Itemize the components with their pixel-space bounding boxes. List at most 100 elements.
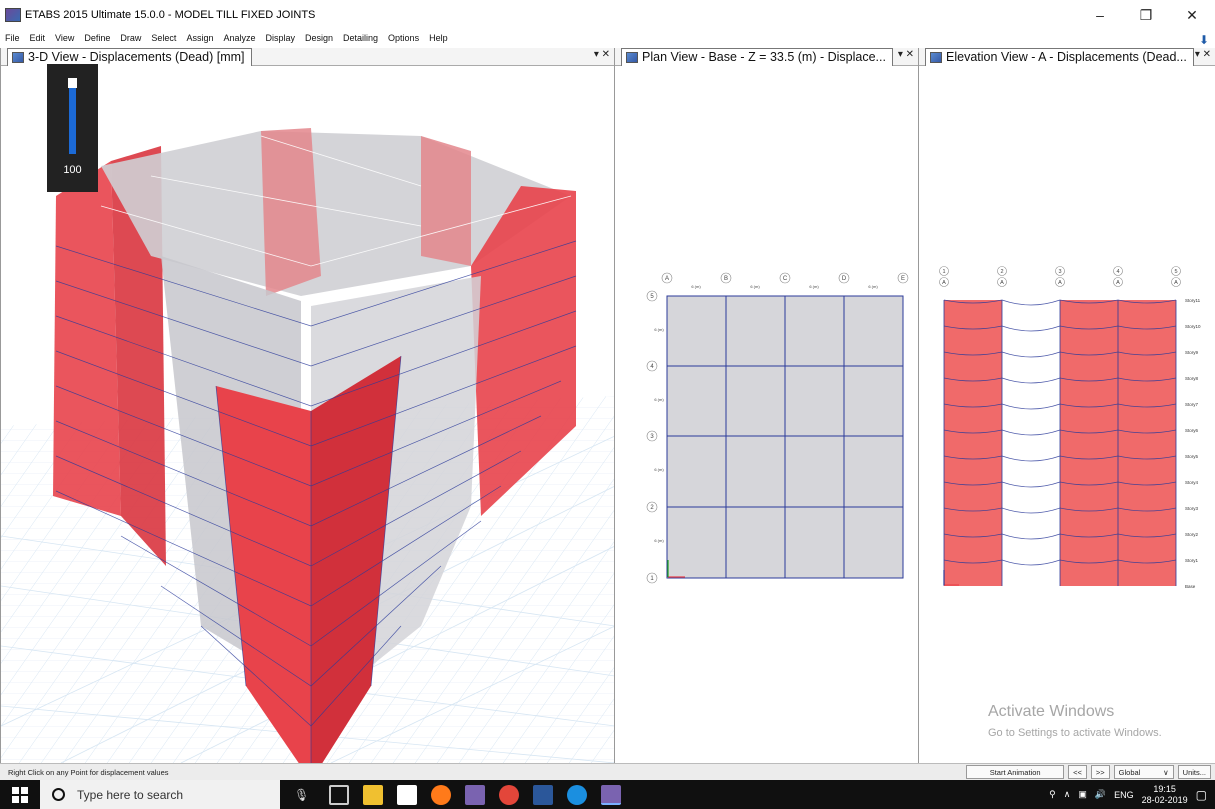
menu-select[interactable]: Select xyxy=(151,33,177,43)
story-label-10: Story10 xyxy=(1185,324,1201,329)
word-icon[interactable] xyxy=(533,784,554,805)
elev-bubble-top-2: 2 xyxy=(1000,269,1003,275)
download-icon[interactable]: ⬇ xyxy=(1198,33,1209,47)
people-icon[interactable]: ⚲ xyxy=(1049,789,1056,799)
plan-col-bubble-b: B xyxy=(724,276,728,282)
system-tray: ⚲ ∧ ▣ 🔊 ENG 19:15 28-02-2019 ▢ xyxy=(1049,780,1215,809)
elev-bubble-bottom-4: A xyxy=(1116,280,1120,286)
close-button[interactable]: ✕ xyxy=(1186,6,1198,23)
start-button[interactable] xyxy=(0,780,40,809)
panel-elevation-view[interactable]: Elevation View - A - Displacements (Dead… xyxy=(918,47,1215,763)
title-bar: ETABS 2015 Ultimate 15.0.0 - MODEL TILL … xyxy=(0,0,1215,30)
plan-row-bubble-3: 3 xyxy=(650,434,654,440)
panel-plan-close-button[interactable]: ▾ ✕ xyxy=(897,49,914,60)
status-controls: Start Animation << >> Global ∨ Units... xyxy=(966,765,1211,779)
microphone-icon[interactable]: 🎙 xyxy=(294,787,310,802)
taskbar-search-box[interactable]: Type here to search xyxy=(40,780,280,809)
panel-3d-view[interactable]: 3-D View - Displacements (Dead) [mm] ▾ ✕ xyxy=(0,47,614,763)
menu-help[interactable]: Help xyxy=(429,33,448,43)
story-label-2: Story2 xyxy=(1185,532,1199,537)
elev-bubble-top-1: 1 xyxy=(942,269,945,275)
pinned-apps xyxy=(329,784,622,805)
task-view-icon[interactable] xyxy=(329,784,350,805)
plan-col-bubble-d: D xyxy=(842,276,847,282)
notification-icon[interactable]: ▢ xyxy=(1195,787,1207,802)
story-label-11: Story11 xyxy=(1185,298,1201,303)
menu-view[interactable]: View xyxy=(55,33,75,43)
panel-header-3d: 3-D View - Displacements (Dead) [mm] ▾ ✕ xyxy=(1,47,614,66)
clock[interactable]: 19:15 28-02-2019 xyxy=(1142,784,1188,806)
story-label-6: Story6 xyxy=(1185,428,1199,433)
story-label-1: Story1 xyxy=(1185,558,1199,563)
menu-bar: File Edit View Define Draw Select Assign… xyxy=(0,30,1215,46)
start-animation-button[interactable]: Start Animation xyxy=(966,765,1065,779)
minimize-button[interactable]: – xyxy=(1096,7,1104,23)
units-button[interactable]: Units... xyxy=(1177,765,1211,779)
plan-row-bubble-1: 1 xyxy=(650,576,654,582)
elev-bubble-bottom-1: A xyxy=(942,280,946,286)
menu-analyze[interactable]: Analyze xyxy=(223,33,256,43)
plan-col-bubble-c: C xyxy=(783,276,788,282)
file-explorer-icon[interactable] xyxy=(363,784,384,805)
story-label-9: Story9 xyxy=(1185,350,1199,355)
mail-icon[interactable] xyxy=(397,784,418,805)
etabs-active-icon[interactable] xyxy=(601,784,622,805)
windows-logo-icon xyxy=(12,786,28,803)
menu-display[interactable]: Display xyxy=(265,33,295,43)
elev-bubble-top-5: 5 xyxy=(1174,269,1177,275)
story-label-5: Story5 xyxy=(1185,454,1199,459)
network-icon[interactable]: ▣ xyxy=(1078,789,1087,799)
windows-taskbar: Type here to search 🎙 ⚲ ∧ ▣ 🔊 ENG 19:15 … xyxy=(0,780,1215,809)
animation-scale-slider[interactable]: 100 xyxy=(47,64,98,192)
window-title: ETABS 2015 Ultimate 15.0.0 - MODEL TILL … xyxy=(25,9,316,21)
story-label-4: Story4 xyxy=(1185,480,1199,485)
prev-step-button[interactable]: << xyxy=(1068,765,1087,779)
elev-bubble-top-3: 3 xyxy=(1058,269,1061,275)
menu-draw[interactable]: Draw xyxy=(120,33,142,43)
plan-dim-x4: 6 (m) xyxy=(868,284,878,289)
coord-system-value: Global xyxy=(1118,767,1141,777)
etabs-taskbar-icon[interactable] xyxy=(465,784,486,805)
chrome-icon[interactable] xyxy=(499,784,520,805)
elevation-canvas[interactable]: 1 2 3 4 5 A A A A A Story11 Story10 Stor… xyxy=(919,66,1215,763)
firefox-icon[interactable] xyxy=(431,784,452,805)
next-step-button[interactable]: >> xyxy=(1090,765,1110,779)
cortana-icon xyxy=(52,788,65,801)
tab-plan-view[interactable]: Plan View - Base - Z = 33.5 (m) - Displa… xyxy=(621,47,893,66)
menu-file[interactable]: File xyxy=(5,33,20,43)
clock-date: 28-02-2019 xyxy=(1141,794,1188,805)
coord-system-select[interactable]: Global ∨ xyxy=(1113,765,1174,779)
menu-assign[interactable]: Assign xyxy=(186,33,214,43)
panel-header-plan: Plan View - Base - Z = 33.5 (m) - Displa… xyxy=(615,47,918,66)
panel-elevation-close-button[interactable]: ▾ ✕ xyxy=(1194,49,1211,60)
plan-canvas[interactable]: A B C D E 5 4 3 2 1 6 (m) 6 (m) 6 (m) 6 … xyxy=(615,66,918,763)
tab-elevation-view[interactable]: Elevation View - A - Displacements (Dead… xyxy=(925,47,1194,66)
menu-options[interactable]: Options xyxy=(388,33,420,43)
tab-3d-view-label: 3-D View - Displacements (Dead) [mm] xyxy=(28,50,245,64)
story-label-8: Story8 xyxy=(1185,376,1199,381)
plan-dim-y1: 6 (m) xyxy=(654,327,664,332)
elev-bubble-bottom-5: A xyxy=(1174,280,1178,286)
menu-design[interactable]: Design xyxy=(305,33,334,43)
etabs-logo-icon xyxy=(5,8,21,22)
volume-icon[interactable]: 🔊 xyxy=(1094,789,1107,799)
chevron-up-icon[interactable]: ∧ xyxy=(1063,789,1071,799)
slider-thumb[interactable] xyxy=(68,78,77,88)
panel-plan-view[interactable]: Plan View - Base - Z = 33.5 (m) - Displa… xyxy=(614,47,918,763)
panel-header-elevation: Elevation View - A - Displacements (Dead… xyxy=(919,47,1215,66)
tab-3d-view[interactable]: 3-D View - Displacements (Dead) [mm] xyxy=(7,47,252,66)
edge-icon[interactable] xyxy=(567,784,588,805)
menu-edit[interactable]: Edit xyxy=(29,33,46,43)
language-indicator[interactable]: ENG xyxy=(1114,789,1134,800)
menu-define[interactable]: Define xyxy=(84,33,111,43)
maximize-button[interactable]: ❐ xyxy=(1139,6,1153,23)
elevation-drawing: 1 2 3 4 5 A A A A A Story11 Story10 Stor… xyxy=(939,266,1201,589)
plan-dim-x3: 6 (m) xyxy=(809,284,819,289)
menu-detailing[interactable]: Detailing xyxy=(343,33,379,43)
panel-3d-close-button[interactable]: ▾ ✕ xyxy=(593,49,610,60)
activate-windows-subtitle: Go to Settings to activate Windows. xyxy=(988,727,1162,739)
status-bar: Right Click on any Point for displacemen… xyxy=(0,763,1215,780)
view3d-canvas[interactable] xyxy=(1,66,614,763)
elev-bubble-bottom-2: A xyxy=(1000,280,1004,286)
